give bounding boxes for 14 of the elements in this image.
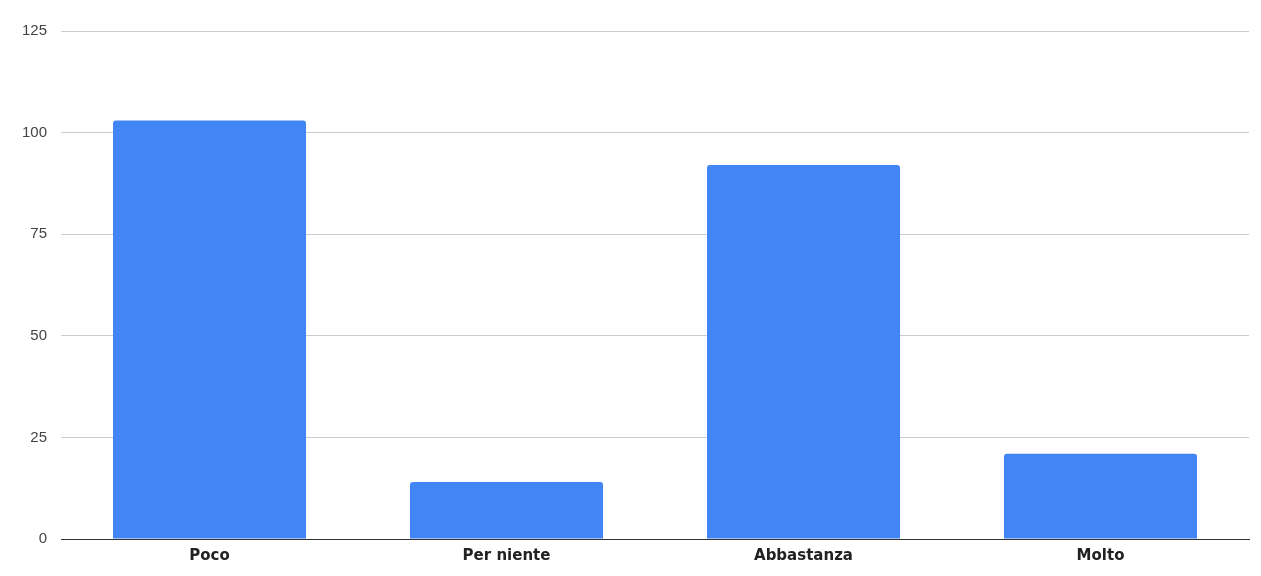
- x-tick-label: Abbastanza: [754, 545, 853, 564]
- bar: [706, 165, 901, 539]
- y-tick-label: 50: [30, 325, 48, 343]
- y-tick-label: 100: [22, 122, 48, 140]
- y-tick-label: 25: [30, 427, 48, 445]
- x-tick-label: Per niente: [462, 545, 551, 564]
- bar: [1003, 453, 1198, 539]
- x-tick-label: Molto: [1076, 545, 1125, 564]
- y-tick-label: 0: [38, 529, 48, 547]
- y-tick-label: 75: [30, 224, 48, 242]
- x-tick-label: Poco: [189, 545, 230, 564]
- y-tick-label: 125: [22, 21, 48, 39]
- bar: [113, 120, 307, 539]
- bar: [409, 482, 604, 539]
